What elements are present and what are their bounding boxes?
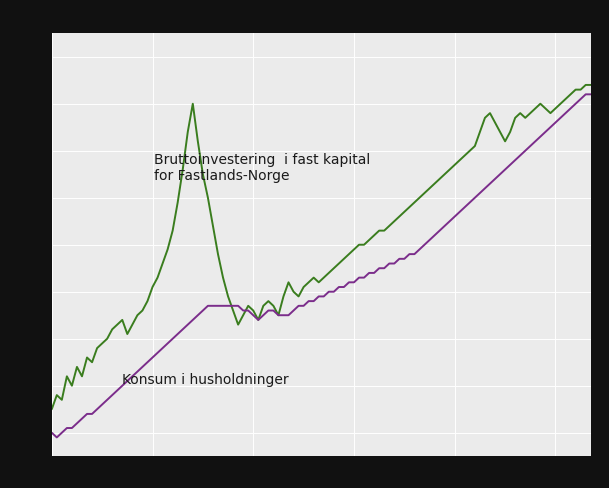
Text: Bruttoinvestering  i fast kapital
for Fastlands-Norge: Bruttoinvestering i fast kapital for Fas… [154, 152, 370, 183]
Text: Konsum i husholdninger: Konsum i husholdninger [122, 372, 289, 386]
